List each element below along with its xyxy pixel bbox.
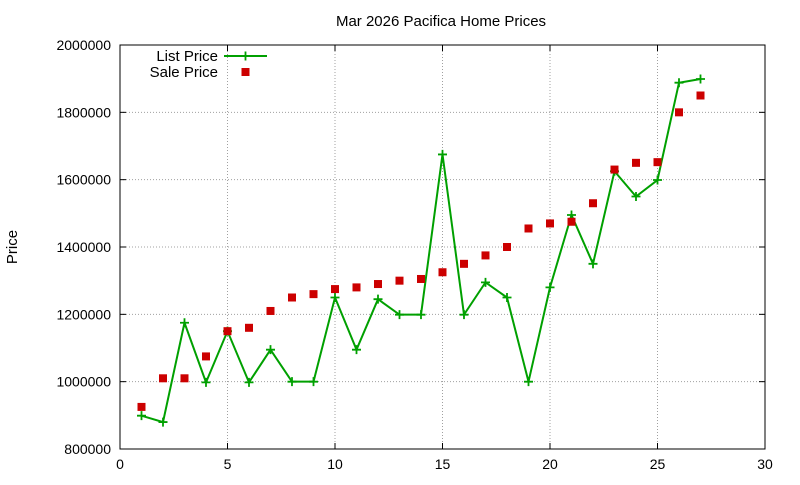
- list-price-point: [502, 293, 512, 302]
- sale-price-point: [159, 374, 167, 383]
- sale-price-series: [137, 91, 705, 411]
- sale-price-point: [266, 306, 275, 315]
- y-tick-label: 1800000: [56, 104, 111, 120]
- y-tick-label: 800000: [64, 441, 111, 457]
- list-price-point: [524, 377, 533, 387]
- sale-price-point: [331, 285, 339, 294]
- list-price-point: [416, 310, 426, 320]
- grid-lines: [120, 45, 765, 449]
- list-price-line: [141, 78, 701, 424]
- list-price-point: [266, 345, 275, 355]
- list-price-point: [137, 411, 146, 421]
- x-tick-label: 5: [224, 456, 232, 472]
- x-tick-label: 0: [116, 456, 124, 472]
- sale-price-point: [288, 293, 296, 302]
- list-price-point: [158, 417, 168, 427]
- sale-price-point: [352, 283, 361, 292]
- list-price-point: [373, 294, 383, 304]
- list-price-point: [545, 282, 555, 292]
- list-price-point: [201, 377, 211, 387]
- sale-price-point: [567, 217, 576, 226]
- list-price-point: [309, 377, 318, 387]
- x-tick-label: 10: [327, 456, 343, 472]
- list-price-point: [352, 345, 361, 355]
- sale-price-point: [460, 259, 468, 268]
- chart-title: Mar 2026 Pacifica Home Prices: [336, 13, 546, 30]
- legend-plus-marker: [241, 51, 250, 61]
- sale-price-point: [180, 374, 189, 383]
- y-tick-label: 1400000: [56, 239, 111, 255]
- list-price-point: [481, 277, 490, 287]
- list-price-point: [287, 377, 297, 387]
- y-tick-label: 1200000: [56, 306, 111, 322]
- list-price-point: [438, 149, 447, 159]
- sale-price-point: [503, 243, 511, 251]
- y-axis-label: Price: [4, 230, 21, 264]
- list-price-point: [696, 74, 705, 84]
- sale-price-point: [202, 352, 210, 361]
- sale-price-point: [223, 327, 232, 336]
- legend-square-marker: [241, 68, 250, 76]
- y-tick-label: 2000000: [56, 37, 111, 53]
- list-price-point: [653, 175, 662, 185]
- list-price-point: [631, 192, 641, 201]
- sale-price-point: [374, 280, 382, 289]
- y-tick-label: 1000000: [56, 374, 111, 390]
- sale-price-point: [696, 91, 705, 100]
- sale-price-point: [524, 224, 533, 233]
- list-price-point: [180, 318, 189, 328]
- list-price-point: [459, 310, 469, 320]
- list-price-point: [330, 293, 340, 302]
- sale-price-point: [632, 158, 640, 167]
- sale-price-point: [546, 219, 554, 228]
- list-price-series: [137, 74, 705, 427]
- x-tick-label: 15: [435, 456, 451, 472]
- sale-price-point: [481, 251, 490, 260]
- sale-price-point: [610, 165, 619, 174]
- sale-price-point: [137, 402, 146, 411]
- x-tick-label: 25: [650, 456, 666, 472]
- sale-price-point: [245, 323, 253, 332]
- list-price-point: [674, 78, 684, 88]
- legend-label: List Price: [156, 48, 218, 65]
- list-price-point: [244, 377, 254, 387]
- y-tick-label: 1600000: [56, 172, 111, 188]
- sale-price-point: [675, 108, 683, 117]
- legend-label: Sale Price: [150, 64, 218, 81]
- plot-series: [137, 74, 705, 427]
- list-price-point: [395, 310, 404, 320]
- list-price-point: [588, 259, 598, 269]
- axes: 0 5 10 15 20 25 30 800000 1000000 1200000 1400000 1…: [56, 37, 773, 472]
- sale-price-point: [438, 268, 447, 277]
- sale-price-point: [589, 199, 597, 208]
- sale-price-point: [309, 290, 318, 299]
- x-tick-label: 30: [757, 456, 773, 472]
- sale-price-point: [417, 274, 425, 283]
- x-tick-label: 20: [542, 456, 558, 472]
- sale-price-point: [653, 158, 662, 167]
- sale-price-point: [395, 276, 404, 285]
